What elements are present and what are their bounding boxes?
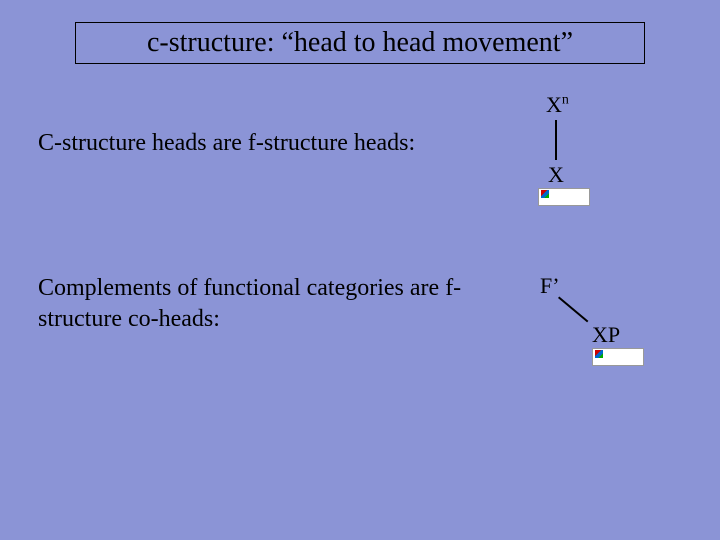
slide-title: c-structure: “head to head movement” (147, 27, 573, 59)
tree1-top-base: X (546, 92, 562, 117)
broken-image-icon (538, 188, 590, 206)
broken-image-icon (592, 348, 644, 366)
tree2-edge (558, 297, 588, 323)
tree1-top-sup: n (562, 93, 569, 108)
tree1-bottom-label: X (548, 162, 564, 188)
tree2-top-label: F’ (540, 273, 560, 299)
title-box: c-structure: “head to head movement” (75, 22, 645, 64)
tree1-edge (555, 120, 557, 160)
body-text-2: Complements of functional categories are… (38, 273, 468, 335)
body-text-1: C-structure heads are f-structure heads: (38, 128, 415, 159)
tree1-top-label: Xn (546, 92, 569, 118)
tree2-bottom-label: XP (592, 322, 620, 348)
